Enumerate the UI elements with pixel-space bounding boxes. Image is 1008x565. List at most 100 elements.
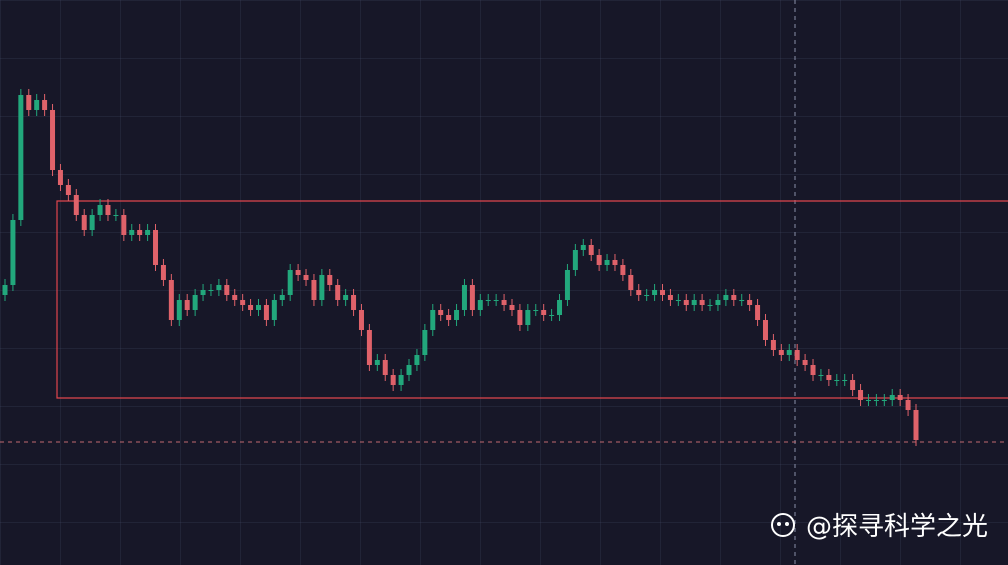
candle-body	[160, 265, 166, 280]
candle-body	[121, 215, 127, 235]
candle-body	[644, 295, 650, 296]
candle-body	[176, 300, 182, 320]
candle-body	[897, 395, 903, 400]
candle-body	[604, 260, 610, 265]
candle-body	[850, 380, 856, 390]
candle-body	[699, 300, 705, 305]
candle-body	[723, 295, 729, 300]
candles	[2, 89, 919, 446]
candle-body	[826, 375, 832, 380]
candle-body	[358, 310, 364, 330]
candle-body	[905, 400, 911, 410]
candle-body	[224, 285, 230, 295]
candle-body	[786, 350, 792, 355]
candle-body	[620, 265, 626, 275]
candle-body	[865, 400, 871, 401]
candle-body	[493, 300, 499, 301]
candle-body	[691, 300, 697, 305]
candle-body	[525, 310, 531, 325]
candle-body	[73, 195, 79, 215]
candle-body	[113, 215, 119, 216]
candle-body	[287, 270, 293, 295]
candle-body	[406, 365, 412, 375]
candle-body	[248, 305, 254, 310]
candle-body	[398, 375, 404, 385]
candle-body	[580, 245, 586, 250]
candle-body	[303, 275, 309, 280]
candle-body	[509, 305, 515, 310]
candle-body	[26, 95, 32, 110]
candle-body	[596, 255, 602, 265]
candle-body	[454, 310, 460, 320]
candle-body	[446, 315, 452, 320]
candle-body	[652, 290, 658, 295]
candle-body	[572, 250, 578, 270]
candle-body	[755, 305, 761, 320]
candle-body	[145, 230, 151, 235]
candle-body	[81, 215, 87, 230]
candle-body	[414, 355, 420, 365]
candle-body	[588, 245, 594, 255]
candle-body	[810, 365, 816, 375]
candle-body	[255, 305, 261, 310]
candle-body	[469, 285, 475, 310]
candle-body	[335, 285, 341, 300]
candle-body	[549, 315, 555, 316]
candle-body	[240, 300, 246, 305]
candle-body	[564, 270, 570, 300]
candle-body	[889, 395, 895, 400]
candle-body	[834, 380, 840, 381]
candle-body	[683, 300, 689, 305]
candle-body	[739, 300, 745, 301]
candle-body	[873, 400, 879, 401]
candle-body	[184, 300, 190, 310]
candle-body	[89, 215, 95, 230]
candle-body	[628, 275, 634, 290]
candle-body	[675, 300, 681, 301]
candle-body	[842, 380, 848, 381]
candle-body	[271, 300, 277, 320]
candle-body	[374, 360, 380, 365]
candle-body	[232, 295, 238, 300]
candle-body	[612, 260, 618, 265]
candle-body	[636, 290, 642, 295]
candle-body	[200, 290, 206, 295]
candle-body	[263, 305, 269, 320]
candle-body	[97, 205, 103, 215]
candle-body	[65, 185, 71, 195]
candle-body	[913, 410, 919, 440]
candle-body	[57, 170, 63, 185]
candle-body	[770, 340, 776, 350]
candle-body	[50, 110, 56, 170]
candle-body	[461, 285, 467, 310]
candle-body	[279, 295, 285, 300]
candle-body	[327, 275, 333, 285]
candle-body	[343, 295, 349, 300]
candle-body	[137, 230, 143, 235]
candle-body	[501, 300, 507, 305]
candle-body	[311, 280, 317, 300]
candle-body	[430, 310, 436, 330]
candle-body	[168, 280, 174, 320]
candle-body	[541, 310, 547, 315]
candle-body	[438, 310, 444, 315]
candle-body	[477, 300, 483, 310]
watermark-text: @探寻科学之光	[805, 512, 988, 542]
candle-body	[794, 350, 800, 360]
range-box	[56, 200, 1008, 399]
candle-body	[762, 320, 768, 340]
candle-body	[802, 360, 808, 365]
candle-body	[517, 310, 523, 325]
candle-body	[105, 205, 111, 215]
candle-body	[34, 100, 40, 110]
candle-body	[533, 310, 539, 311]
candle-body	[208, 290, 214, 291]
candle-body	[881, 400, 887, 401]
candle-body	[129, 230, 135, 235]
candle-body	[557, 300, 563, 315]
candle-body	[295, 270, 301, 275]
candle-body	[747, 300, 753, 305]
candle-body	[390, 375, 396, 385]
candle-body	[818, 375, 824, 376]
